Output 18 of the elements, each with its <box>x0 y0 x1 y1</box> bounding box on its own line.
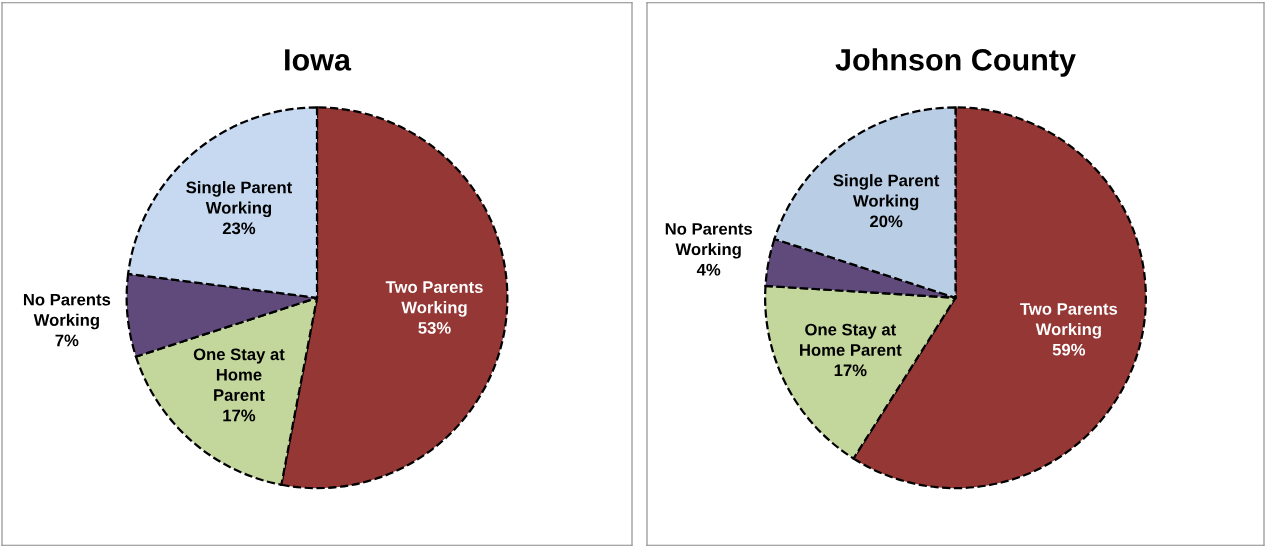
slice-label: Single Parent Working <box>186 181 292 218</box>
slice-label: No Parents Working <box>23 293 111 330</box>
data-label: 53% <box>418 321 451 334</box>
slice-label: No Parents Working <box>665 223 752 259</box>
data-label: 7% <box>55 334 79 347</box>
data-label: 17% <box>223 409 256 422</box>
data-label: 17% <box>834 364 867 377</box>
chart-title: Johnson County <box>835 48 1076 77</box>
data-label: 20% <box>870 215 903 228</box>
slice-label: Two Parents Working <box>1020 303 1118 339</box>
slice-label: One Stay at Home Parent <box>193 348 285 401</box>
slice-label: Two Parents Working <box>385 281 483 317</box>
chart-title: Iowa <box>285 49 352 71</box>
slice-label: Single Parent Working <box>833 174 940 211</box>
data-label: 59% <box>1052 343 1086 356</box>
data-label: 4% <box>696 263 721 276</box>
slice-label: One Stay at Home Parent <box>800 323 902 356</box>
data-label: 23% <box>222 222 256 235</box>
